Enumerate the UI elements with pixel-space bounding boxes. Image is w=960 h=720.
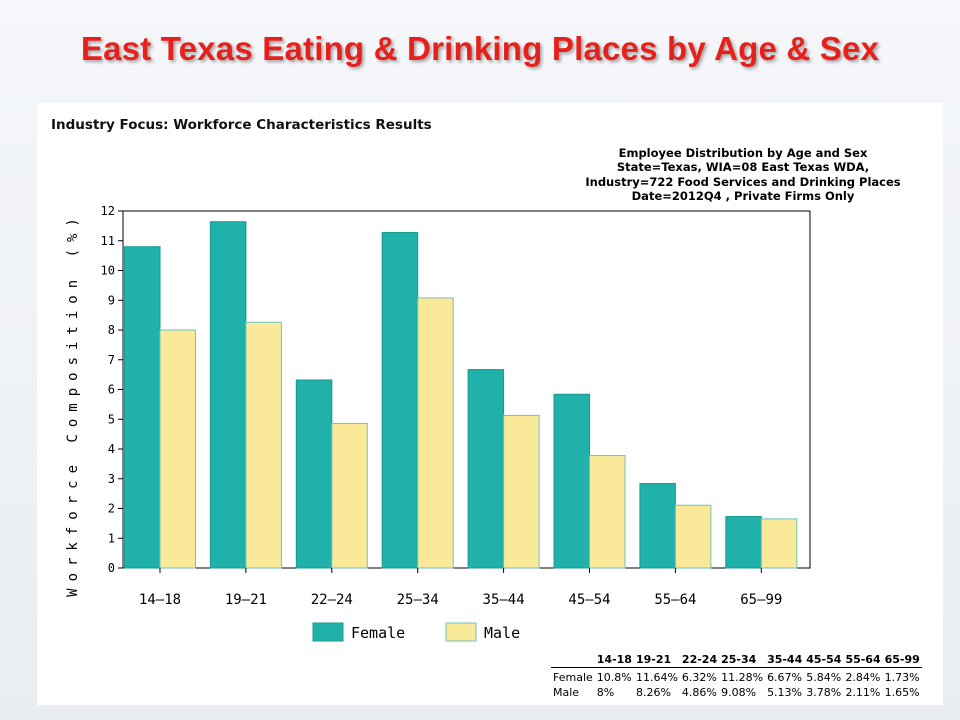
x-category-label: 14—18 [139,592,181,608]
table-header-cell: 35-44 [765,652,805,668]
legend-label-male: Male [484,624,520,642]
table-cell: 9.08% [721,686,757,699]
table-header-cell: 14-18 [594,652,634,668]
chart-title: Employee Distribution by Age and Sex Sta… [585,146,900,203]
bar-female [553,393,590,569]
bar-male [159,329,196,569]
table-cell: 11.28% [721,671,764,684]
x-category-label: 55—64 [654,592,696,608]
table-header-cell: 45-54 [804,652,844,668]
chart-title-line: State=Texas, WIA=08 East Texas WDA, [617,160,869,174]
bar-female [725,516,762,569]
y-tick-label: 11 [101,234,115,248]
x-category-label: 45—54 [568,592,610,608]
table-header-row: 14-18 19-21 22-24 25-34 35-44 45-54 55-6… [551,652,922,668]
table-cell: 4.86% [681,686,717,699]
y-tick-label: 12 [101,204,115,218]
table-row: Female 10.8% 11.64% 6.32% 11.28% 6.67% 5… [551,668,922,686]
x-category-label: 22—24 [311,592,353,608]
table-cell: 11.64% [635,671,678,684]
table-cell: 6.67% [767,671,803,684]
bar-male [331,422,368,569]
y-tick-label: 8 [108,323,115,337]
bar-male [245,321,282,569]
x-category-label: 19—21 [225,592,267,608]
bar-chart: Employee Distribution by Age and Sex Sta… [65,146,901,642]
bar-female [124,246,161,569]
table-cell: 5.13% [767,686,803,699]
table-header-cell: 55-64 [843,652,883,668]
table-header-cell: 22-24 [679,652,720,668]
table-row-label: Female [553,671,593,684]
bar-male [589,455,626,569]
x-category-label: 35—44 [483,592,525,608]
table-cell: 5.84% [806,671,842,684]
table-cell: 2.11% [845,686,881,699]
y-tick-label: 2 [108,502,115,516]
legend-label-female: Female [351,624,405,642]
table-cell: 8.26% [635,686,671,699]
panel-heading: Industry Focus: Workforce Characteristic… [51,117,432,133]
bar-female [381,231,419,569]
table-header-cell: 65-99 [882,652,922,668]
table-cell: 1.73% [884,671,920,684]
legend-swatch-female [312,622,344,642]
bar-female [639,483,676,569]
bar-female [209,221,247,569]
legend-swatch-male [445,622,477,642]
bar-male [674,504,712,569]
chart-title-line: Date=2012Q4 , Private Firms Only [632,189,855,203]
table-cell: 6.32% [681,671,717,684]
y-tick-label: 3 [108,472,115,486]
data-table: 14-18 19-21 22-24 25-34 35-44 45-54 55-6… [551,652,922,700]
bar-female [467,369,505,569]
y-tick-label: 6 [108,383,115,397]
bar-male [417,297,454,569]
report-panel: Industry Focus: Workforce Characteristic… [37,103,943,705]
x-category-label: 65—99 [740,592,782,608]
y-tick-label: 10 [101,264,115,278]
y-axis-label: Workforce Composition (%) [65,211,81,597]
table-cell: 10.8% [596,671,632,684]
table-row-label: Male [553,686,580,699]
table-cell: 3.78% [806,686,842,699]
x-category-label: 25—34 [397,592,439,608]
y-tick-label: 9 [108,293,115,307]
y-tick-label: 7 [108,353,115,367]
bar-male [760,518,798,569]
y-tick-label: 4 [108,442,115,456]
y-tick-label: 0 [108,561,115,575]
table-cell: 8% [596,686,615,699]
slide-title: East Texas Eating & Drinking Places by A… [80,30,880,67]
y-tick-label: 5 [108,412,115,426]
bar-female [295,379,333,569]
table-cell: 1.65% [884,686,920,699]
chart-title-line: Industry=722 Food Services and Drinking … [585,175,900,189]
table-header-cell: 25-34 [719,652,766,668]
y-tick-label: 1 [108,531,115,545]
table-row: Male 8% 8.26% 4.86% 9.08% 5.13% 3.78% 2.… [551,685,922,700]
table-header-cell: 19-21 [633,652,680,668]
bar-male [503,414,540,569]
table-cell: 2.84% [845,671,881,684]
chart-title-line: Employee Distribution by Age and Sex [619,146,868,160]
table-header-cell [551,652,595,668]
